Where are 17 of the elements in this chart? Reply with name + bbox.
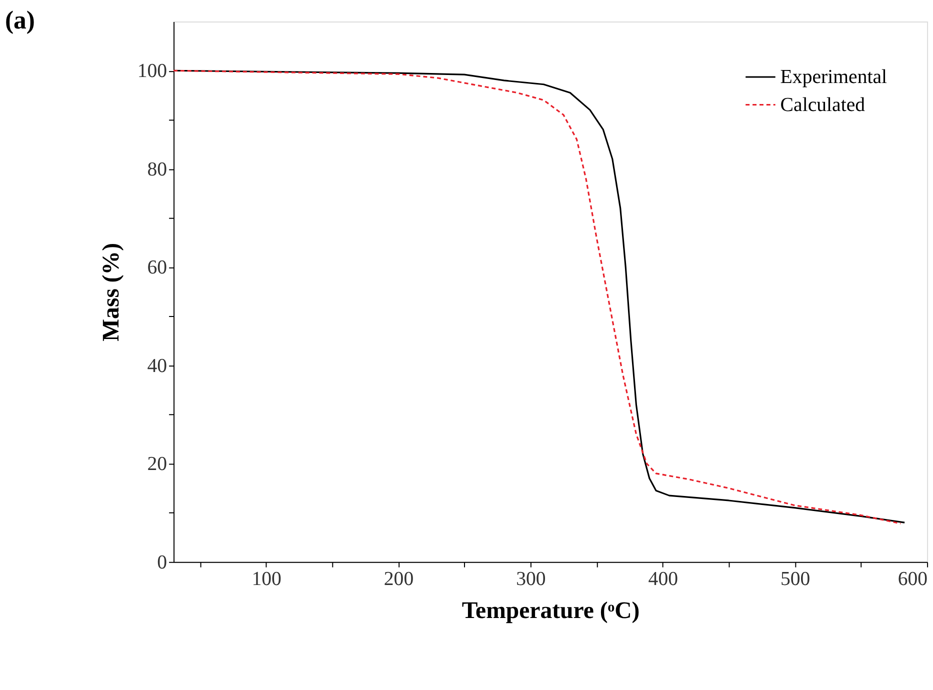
- chart-title: (a): [4, 5, 36, 34]
- x-tick-label: 100: [252, 568, 282, 590]
- y-tick-label: 100: [137, 60, 168, 82]
- x-tick-label: 400: [648, 568, 678, 590]
- x-axis-title: Temperature (ᵒC): [462, 598, 640, 624]
- legend-label: Experimental: [780, 66, 888, 88]
- y-tick-label: 20: [147, 453, 168, 476]
- x-tick-label: 500: [780, 568, 810, 590]
- x-tick-label: 300: [516, 568, 546, 590]
- x-tick-label: 200: [384, 568, 414, 590]
- y-tick-label: 40: [147, 354, 168, 377]
- x-tick-label: 600: [898, 568, 928, 590]
- y-tick-label: 60: [147, 256, 168, 279]
- y-tick-label: 0: [157, 551, 168, 574]
- legend-label: Calculated: [780, 94, 866, 116]
- y-axis-title: Mass (%): [98, 242, 124, 342]
- y-tick-label: 80: [147, 158, 168, 180]
